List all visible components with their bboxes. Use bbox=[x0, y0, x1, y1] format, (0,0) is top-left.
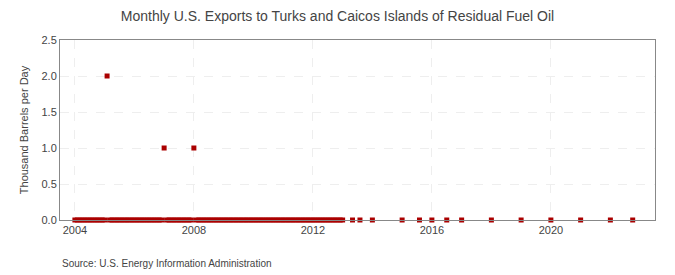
svg-text:2.5: 2.5 bbox=[42, 34, 57, 46]
svg-text:2016: 2016 bbox=[420, 224, 444, 236]
svg-text:2012: 2012 bbox=[301, 224, 325, 236]
svg-text:0.5: 0.5 bbox=[42, 178, 57, 190]
svg-text:2004: 2004 bbox=[63, 224, 87, 236]
svg-text:0.0: 0.0 bbox=[42, 214, 57, 226]
svg-text:2020: 2020 bbox=[539, 224, 563, 236]
svg-text:2.0: 2.0 bbox=[42, 70, 57, 82]
svg-text:2008: 2008 bbox=[182, 224, 206, 236]
svg-text:Monthly U.S. Exports to Turks: Monthly U.S. Exports to Turks and Caicos… bbox=[121, 8, 554, 24]
svg-text:1.0: 1.0 bbox=[42, 142, 57, 154]
svg-text:Thousand Barrels per Day: Thousand Barrels per Day bbox=[18, 65, 30, 194]
svg-text:Source: U.S. Energy Informatio: Source: U.S. Energy Information Administ… bbox=[62, 258, 272, 269]
svg-text:1.5: 1.5 bbox=[42, 106, 57, 118]
